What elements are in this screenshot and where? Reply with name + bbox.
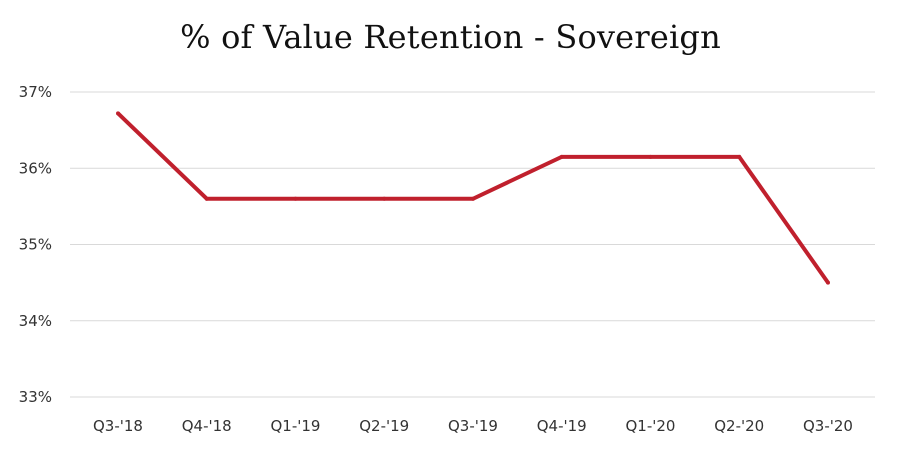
y-tick-label: 33% — [19, 388, 52, 406]
x-tick-label: Q2-'19 — [359, 417, 409, 435]
y-tick-label: 37% — [19, 83, 52, 101]
x-tick-label: Q3-'18 — [93, 417, 143, 435]
y-axis: 33% 34% 35% 36% 37% — [19, 83, 52, 406]
x-axis: Q3-'18 Q4-'18 Q1-'19 Q2-'19 Q3-'19 Q4-'19 Q1-'… — [93, 417, 853, 435]
y-tick-label: 36% — [19, 159, 52, 177]
data-point — [293, 196, 298, 201]
y-tick-label: 34% — [19, 312, 52, 330]
data-point — [382, 196, 387, 201]
x-tick-label: Q2-'20 — [714, 417, 764, 435]
data-point — [648, 154, 653, 159]
x-tick-label: Q1-'20 — [626, 417, 676, 435]
data-point — [737, 154, 742, 159]
gridlines — [70, 91, 875, 398]
data-point — [471, 196, 475, 201]
data-point — [826, 280, 830, 285]
x-tick-label: Q4-'19 — [537, 417, 587, 435]
x-tick-label: Q1-'19 — [271, 417, 321, 435]
series-group — [116, 111, 830, 285]
y-tick-label: 35% — [19, 236, 52, 254]
data-point — [204, 196, 209, 201]
x-tick-label: Q4-'18 — [182, 417, 232, 435]
data-point — [116, 111, 120, 116]
chart-title: % of Value Retention - Sovereign — [180, 18, 721, 56]
x-tick-label: Q3-'19 — [448, 417, 498, 435]
data-point — [559, 154, 564, 159]
x-tick-label: Q3-'20 — [803, 417, 853, 435]
